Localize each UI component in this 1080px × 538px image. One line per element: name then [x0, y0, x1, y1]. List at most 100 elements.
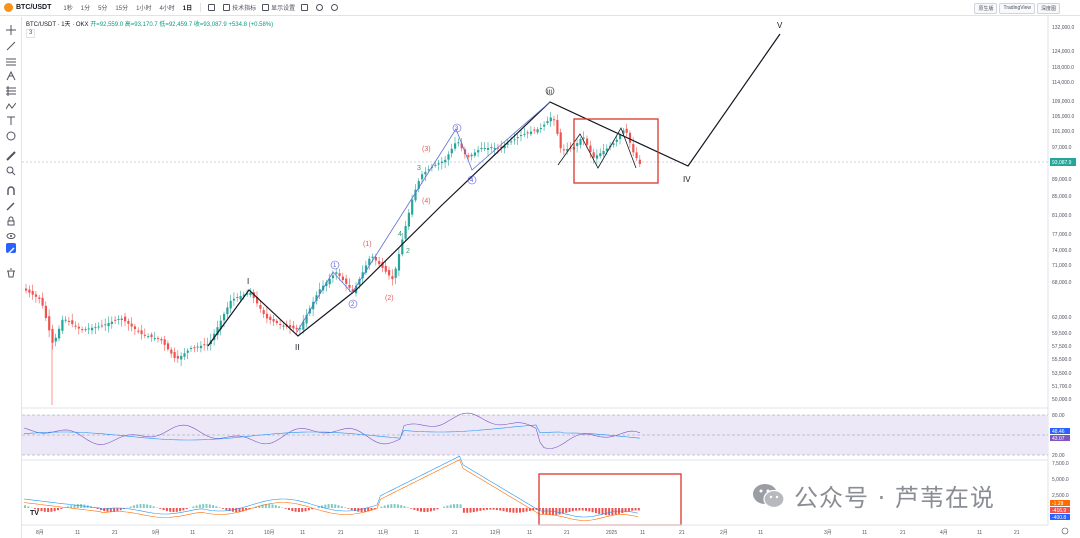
- candle-body: [104, 324, 107, 326]
- macd-histogram-bar: [565, 508, 568, 513]
- macd-histogram-bar: [505, 508, 508, 512]
- fib-tool[interactable]: [6, 83, 16, 96]
- settings-gear-icon[interactable]: [1061, 527, 1069, 535]
- candle-body: [137, 330, 140, 332]
- time-axis-label: 21: [679, 530, 685, 536]
- text-tool[interactable]: [6, 113, 16, 125]
- tf-1d[interactable]: 1日: [182, 6, 193, 12]
- tf-1m[interactable]: 1分: [80, 6, 91, 12]
- macd-histogram-bar: [423, 508, 426, 512]
- candle-body: [143, 334, 146, 336]
- candle-body: [622, 130, 625, 134]
- macd-histogram-bar: [522, 508, 525, 513]
- macd-histogram-bar: [182, 508, 185, 511]
- pattern-tool[interactable]: [5, 98, 17, 110]
- macd-histogram-bar: [446, 505, 449, 508]
- candle-body: [325, 282, 328, 287]
- candle-body: [157, 338, 160, 340]
- candle-body: [232, 298, 236, 301]
- fullscreen-icon: [301, 4, 309, 11]
- macd-histogram-bar: [426, 508, 429, 512]
- fullscreen-button[interactable]: [301, 4, 310, 11]
- channel-icon: [6, 58, 16, 66]
- macd-histogram-bar: [103, 508, 106, 512]
- candle-body: [602, 151, 605, 155]
- candle-body: [269, 316, 272, 320]
- camera-icon: [316, 4, 324, 11]
- candle-body: [513, 139, 516, 141]
- trendline-tool[interactable]: [6, 38, 16, 51]
- candle-body: [133, 326, 137, 330]
- draw-mode-tool[interactable]: [6, 198, 16, 211]
- macd-histogram-bar: [241, 508, 244, 512]
- macd-histogram-bar: [482, 508, 485, 511]
- visibility-tool[interactable]: [6, 228, 16, 239]
- crosshair-tool[interactable]: [6, 22, 16, 35]
- candle-body: [236, 296, 239, 298]
- macd-histogram-bar: [400, 505, 403, 508]
- lock-tool[interactable]: [6, 213, 16, 226]
- time-axis-label: 9月: [152, 530, 160, 536]
- native-view-button[interactable]: 原生版: [974, 3, 998, 14]
- candle-body: [242, 294, 245, 297]
- depth-chart-button[interactable]: 深度图: [1036, 3, 1060, 14]
- candle-body: [114, 319, 117, 321]
- rsi-axis-20: 20.00: [1052, 453, 1065, 459]
- macd-histogram-bar: [608, 508, 611, 516]
- camera-button[interactable]: [316, 4, 325, 11]
- candle-body: [473, 152, 476, 156]
- tf-15m[interactable]: 15分: [115, 6, 129, 12]
- macd-histogram-bar: [136, 504, 139, 508]
- indicator-toggle[interactable]: 3: [26, 29, 36, 38]
- zoom-tool[interactable]: [6, 163, 16, 176]
- display-settings-button[interactable]: 显示设置: [262, 3, 295, 12]
- candle-body: [44, 305, 47, 318]
- channel-tool[interactable]: [6, 53, 16, 66]
- tradingview-button[interactable]: TradingView: [999, 3, 1035, 14]
- candle-body: [414, 189, 417, 201]
- macd-histogram-bar: [519, 508, 521, 513]
- candle-body: [84, 329, 87, 331]
- emoji-tool[interactable]: [6, 128, 16, 141]
- time-axis-label: 4月: [940, 530, 948, 536]
- candle-body: [239, 296, 242, 300]
- watermark-text: 公众号 · 芦苇在说: [794, 484, 995, 512]
- pitchfork-tool[interactable]: [6, 68, 16, 81]
- candle-body: [302, 321, 305, 330]
- time-axis-label: 11: [758, 530, 763, 536]
- indicators-label: 技术指标: [232, 6, 257, 12]
- link-tool-active[interactable]: [6, 243, 16, 255]
- delete-tool[interactable]: [6, 265, 16, 278]
- candle-body: [183, 353, 186, 357]
- candle-body: [480, 148, 483, 149]
- macd-histogram-bar: [225, 508, 228, 511]
- wave-label-red-2: (2): [385, 295, 394, 302]
- wave-label-red-3: (3): [422, 146, 431, 153]
- macd-histogram-bar: [502, 508, 505, 512]
- indicators-button[interactable]: 技术指标: [223, 3, 256, 12]
- tf-4h[interactable]: 4小时: [159, 6, 175, 12]
- tf-1h[interactable]: 1小时: [136, 6, 152, 12]
- candle-body: [170, 349, 173, 354]
- candle-body: [496, 147, 500, 149]
- chart-type-button[interactable]: [208, 4, 217, 11]
- settings-button[interactable]: [331, 4, 340, 11]
- tf-1s[interactable]: 1秒: [63, 6, 73, 12]
- candle-body: [341, 276, 344, 280]
- magnet-tool[interactable]: [6, 183, 16, 195]
- candle-body: [298, 328, 302, 330]
- macd-histogram-bar: [360, 508, 363, 512]
- macd-histogram-bar: [317, 506, 320, 508]
- ruler-tool[interactable]: [6, 148, 16, 161]
- candle-body: [460, 143, 463, 149]
- macd-histogram-bar: [152, 506, 155, 508]
- tf-5m[interactable]: 5分: [98, 6, 108, 12]
- candle-body: [275, 320, 278, 324]
- candle-body: [199, 345, 203, 349]
- candle-body: [219, 320, 222, 330]
- symbol-name[interactable]: BTC/USDT: [16, 4, 52, 11]
- macd-histogram-bar: [420, 508, 422, 512]
- macd-histogram-bar: [624, 508, 627, 513]
- candle-body: [632, 144, 635, 153]
